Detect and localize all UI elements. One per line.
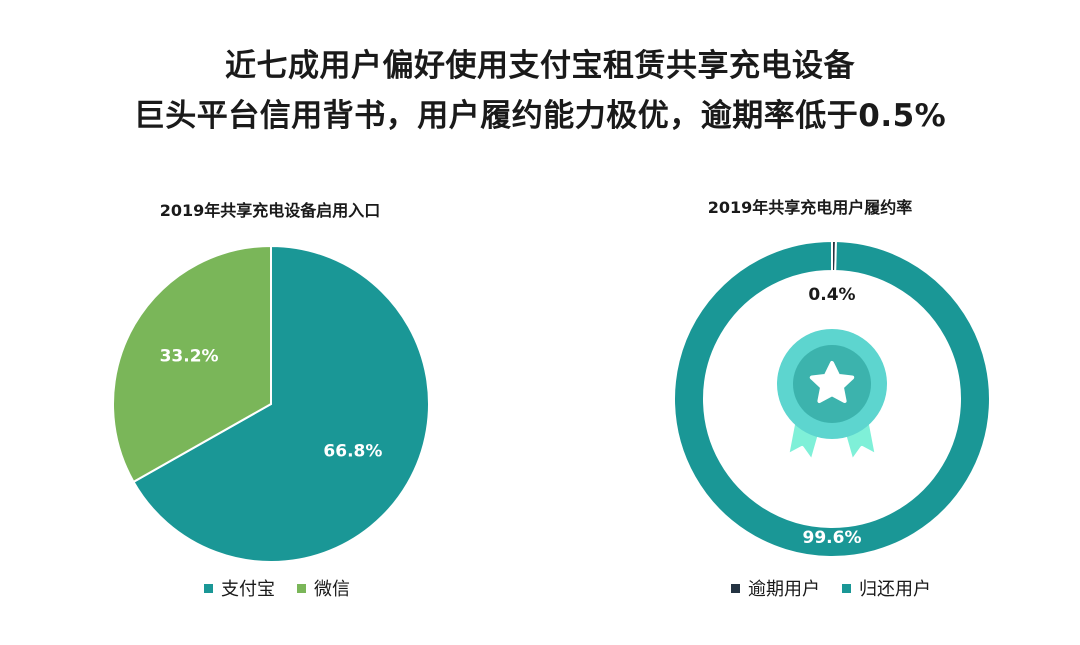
legend-label: 支付宝 [221, 579, 275, 600]
pie-chart-title: 2019年共享充电设备启用入口 [159, 201, 381, 220]
legend-swatch [842, 583, 851, 593]
legend-item-overdue: 逾期用户 [731, 575, 820, 601]
pie-slice-alipay [132, 244, 430, 563]
legend-swatch [204, 583, 213, 593]
headline-line-2: 巨头平台信用背书，用户履约能力极优，逾期率低于0.5% [133, 98, 947, 134]
pie-legend: 支付宝 微信 [204, 575, 350, 601]
legend-item-wechat: 微信 [297, 575, 350, 601]
donut-chart-title: 2019年共享充电用户履约率 [707, 198, 913, 217]
headline-line-1: 近七成用户偏好使用支付宝租赁共享充电设备 [225, 48, 855, 84]
award-medal-star-icon [777, 329, 887, 464]
legend-label: 逾期用户 [748, 579, 820, 600]
pie-data-label: 66.8% [323, 442, 382, 462]
legend-label: 归还用户 [859, 579, 931, 600]
legend-item-returned: 归还用户 [842, 575, 931, 601]
donut-legend: 逾期用户 归还用户 [731, 575, 931, 601]
donut-slice-returned [673, 239, 991, 558]
legend-label: 微信 [314, 579, 350, 600]
pie-slice-wechat [112, 244, 272, 484]
legend-item-alipay: 支付宝 [204, 575, 275, 601]
donut-chart: 0.4% 99.6% [673, 239, 991, 558]
pie-chart: 66.8% 33.2% [112, 244, 430, 563]
donut-data-label: 99.6% [803, 528, 862, 548]
donut-data-label: 0.4% [808, 285, 855, 305]
legend-swatch [731, 583, 740, 593]
pie-data-label: 33.2% [160, 346, 219, 366]
legend-swatch [297, 583, 306, 593]
